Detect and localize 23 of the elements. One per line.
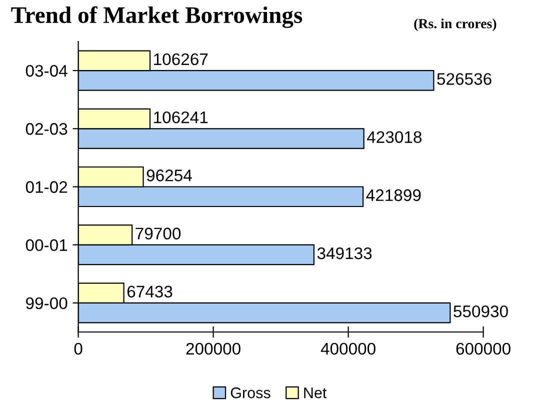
x-tick-label: 600000 — [456, 342, 510, 355]
data-label: 421899 — [366, 189, 421, 202]
legend-label: Gross — [230, 387, 270, 398]
data-label: 106241 — [154, 111, 208, 124]
y-tick-label: 99-00 — [26, 297, 68, 310]
chart-subtitle: (Rs. in crores) — [414, 18, 496, 32]
x-tick-label: 200000 — [186, 342, 240, 355]
data-label: 423018 — [367, 131, 422, 143]
y-tick-label: 01-02 — [26, 181, 68, 193]
x-tick-label: 0 — [74, 342, 82, 355]
data-label: 526536 — [437, 73, 492, 85]
data-label: 349133 — [317, 247, 372, 260]
data-label: 550930 — [454, 306, 508, 318]
y-tick-label: 02-03 — [26, 123, 68, 135]
data-label: 67433 — [127, 286, 172, 298]
data-label: 79700 — [136, 228, 181, 240]
y-tick-label: 03-04 — [26, 64, 68, 77]
x-tick-label: 400000 — [320, 342, 376, 355]
legend-label: Net — [304, 388, 327, 398]
data-label: 106267 — [154, 53, 208, 66]
data-label: 96254 — [146, 170, 192, 182]
chart-title: Trend of Market Borrowings — [11, 6, 302, 28]
y-tick-label: 00-01 — [26, 239, 68, 252]
